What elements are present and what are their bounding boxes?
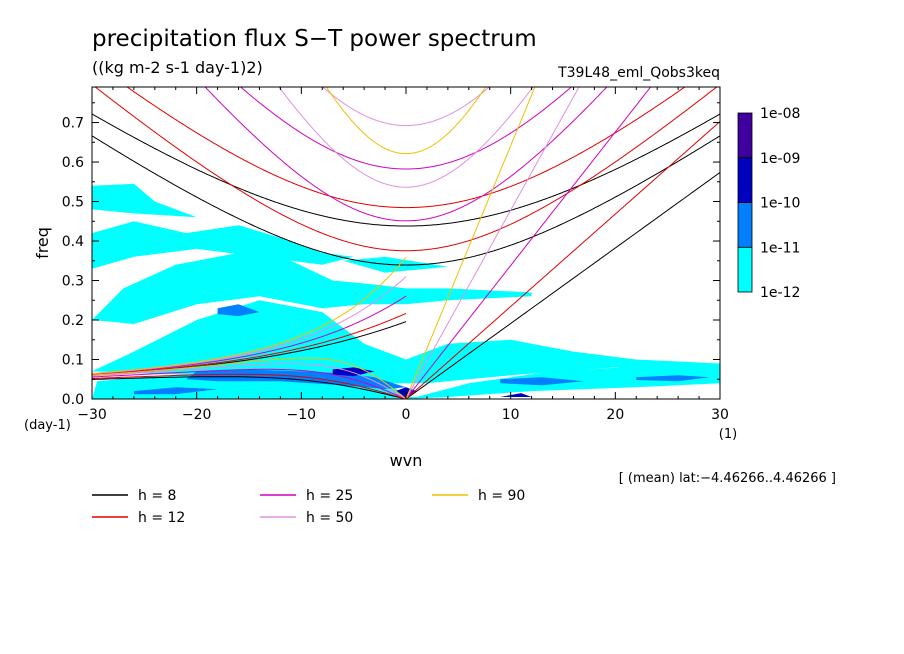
ig1-curve-3 [278,87,534,188]
contour-region-3 [92,221,354,269]
chart-title: precipitation flux S−T power spectrum [92,26,537,52]
kelvin-curve-4 [405,87,536,399]
ig2-curve-1 [126,87,686,209]
x-tick-label: 10 [502,407,520,423]
legend-label-2: h = 25 [306,488,353,504]
ig1-curve-2 [204,87,608,222]
mrg-curve-1 [92,312,407,376]
x-tick-label: −20 [182,407,212,423]
legend-label-3: h = 50 [306,510,353,526]
x-tick-label: 30 [711,407,729,423]
x-tick-label: 0 [402,407,411,423]
ig2-curve-3 [321,87,491,126]
y-tick-label: 0.2 [62,313,84,329]
legend-label-4: h = 90 [478,488,525,504]
x-axis-unit: (1) [719,427,737,442]
rossby-curve-1 [92,373,407,399]
y-tick-label: 0.1 [62,353,84,369]
experiment-label: T39L48_eml_Qobs3keq [557,65,720,81]
ig1-curve-1 [94,87,718,252]
ig2-curve-2 [239,87,573,170]
colorbar-swatch-0 [737,246,753,293]
x-tick-label: −10 [287,407,317,423]
rossby-curve-2 [92,368,407,399]
legend-label-0: h = 8 [138,488,176,504]
y-axis-unit: (day-1) [24,418,71,433]
rossby-curve-4 [92,357,407,399]
y-tick-label: 0.7 [62,116,84,132]
contour-region-7 [217,304,260,317]
y-tick-label: 0.5 [62,195,84,211]
x-tick-label: 20 [606,407,624,423]
kelvin-curve-0 [405,172,720,399]
y-tick-label: 0.0 [62,392,84,408]
x-axis-label: wvn [390,451,423,470]
y-tick-label: 0.3 [62,274,84,290]
y-tick-label: 0.6 [62,155,84,171]
dispersion-curves [92,87,720,399]
rossby-curve-3 [92,363,407,399]
colorbar-label: 1e-12 [760,285,800,301]
latitude-annotation: [ (mean) lat:−4.46266..4.46266 ] [619,471,836,486]
colorbar-label: 1e-10 [760,196,800,212]
colorbar: 1e-12 1e-11 1e-10 1e-09 1e-08 [737,106,800,301]
y-tick-label: 0.4 [62,234,84,250]
legend-label-1: h = 12 [138,510,185,526]
colorbar-label: 1e-08 [760,106,800,122]
colorbar-swatch-1 [737,202,753,248]
mrg-curve-2 [92,295,407,375]
colorbar-swatch-3 [737,112,753,159]
contour-region-4 [92,183,197,218]
contour-region-9 [636,375,710,382]
contour-region-2 [92,252,532,324]
contour-region-8 [500,377,584,386]
kelvin-curve-1 [405,121,720,399]
x-tick-label: −30 [77,407,107,423]
legend: h = 8 h = 12 h = 25 h = 50 h = 90 [92,488,525,526]
chart-subtitle: ((kg m-2 s-1 day-1)2) [92,58,263,77]
contour-region-1 [92,300,720,384]
contour-region-13 [500,393,532,397]
colorbar-label: 1e-09 [760,151,800,167]
ig2-curve-0 [92,113,720,227]
kelvin-curve-3 [405,87,580,399]
mrg-curve-4 [92,256,407,374]
colorbar-label: 1e-11 [760,240,800,256]
ig1-curve-4 [325,87,487,155]
axis-ticks: −30 −20 −10 0 10 20 30 0.0 0.1 0.2 0.3 0.4 0.5 0.6 0.7 [62,87,729,423]
colorbar-swatch-2 [737,157,753,203]
kelvin-curve-2 [405,87,652,399]
y-axis-label: freq [33,227,52,259]
rossby-curve-0 [92,376,407,399]
contour-region-10 [133,387,218,395]
ig1-curve-0 [92,135,720,266]
